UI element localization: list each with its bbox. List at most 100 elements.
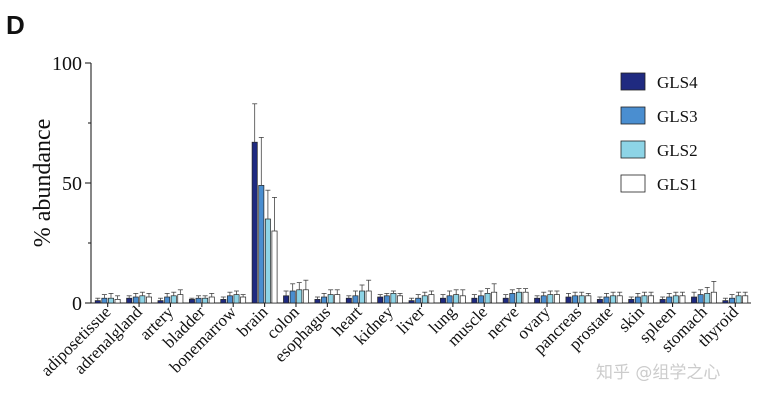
bar-gls3 [132,296,139,304]
bar-gls2 [641,295,648,304]
bar-gls2 [610,295,617,304]
x-tick-label: liver [393,302,429,338]
bar-gls2 [515,291,522,304]
bar-gls4 [126,297,133,304]
bar-gls4 [251,141,258,304]
bar-gls1 [146,296,152,304]
bar-gls4 [502,297,509,304]
legend-label-gls4: GLS4 [657,73,698,92]
bar-gls4 [596,299,603,304]
legend: GLS4 GLS3 GLS2 GLS1 [620,72,698,194]
bar-gls3 [289,290,296,304]
bar-gls4 [94,300,101,304]
bar-gls4 [722,300,729,304]
bar-gls1 [742,295,749,304]
bar-gls4 [345,297,352,304]
bar-gls2 [327,294,334,304]
plot-area: 050100adiposetissueadrenalglandarterybla… [37,53,751,380]
bar-gls1 [114,299,121,304]
bar-gls4 [220,299,227,304]
watermark: 知乎 @组学之心 [596,363,720,383]
x-tick-label: nerve [482,302,522,342]
bar-gls3 [666,296,673,304]
bar-gls2 [233,294,240,304]
bar-gls4 [628,299,635,304]
y-tick-label: 50 [62,173,82,195]
bar-gls4 [659,299,666,304]
bar-gls1 [616,295,623,304]
bar-gls3 [195,297,202,304]
bar-gls4 [314,299,321,304]
legend-label-gls3: GLS3 [657,107,698,126]
bar-gls1 [397,295,403,304]
x-tick-label: brain [233,302,271,340]
bar-gls1 [459,295,466,304]
bar-gls3 [509,293,516,304]
bar-gls3 [729,297,735,304]
bar-gls1 [334,294,341,304]
bar-gls1 [208,296,215,304]
legend-label-gls2: GLS2 [657,141,698,160]
bar-gls4 [534,297,541,304]
bar-gls1 [177,294,184,304]
bar-gls3 [164,296,171,304]
y-tick-label: 100 [52,53,82,75]
bar-gls3 [446,295,453,304]
bar-gls2 [108,297,114,304]
bar-gls3 [321,296,328,304]
bar-gls3 [478,295,484,304]
bar-gls1 [271,230,278,304]
bar-gls4 [377,296,384,304]
legend-swatch-gls2 [620,140,646,159]
bar-gls1 [491,291,498,304]
bar-gls3 [226,295,233,304]
bar-gls3 [258,185,265,304]
bar-gls3 [383,295,390,304]
bar-gls2 [672,295,679,304]
bar-gls2 [704,293,711,304]
bar-gls3 [603,296,610,304]
bar-gls1 [648,295,655,304]
bar-gls2 [296,289,303,304]
bar-gls4 [188,299,195,304]
bar-gls2 [139,295,146,304]
y-axis-label: % abundance [30,119,56,248]
bar-gls1 [522,291,529,304]
legend-swatch-gls1 [620,174,646,193]
bar-gls1 [553,294,560,304]
bar-gls4 [157,300,164,304]
bar-gls2 [390,293,397,304]
bar-gls2 [421,295,428,304]
bar-gls1 [585,295,592,304]
bar-gls3 [415,297,422,304]
bar-gls2 [202,297,209,304]
bar-gls2 [547,294,554,304]
bar-gls2 [735,295,742,304]
bar-gls1 [240,296,247,304]
bar-gls1 [302,289,309,304]
bar-gls4 [565,296,572,304]
bar-gls4 [440,297,446,304]
bar-gls4 [408,300,415,304]
bar-gls2 [453,294,460,304]
legend-swatch-gls4 [620,72,646,91]
bar-gls3 [697,294,704,304]
bar-gls4 [691,296,697,304]
bar-gls2 [484,293,491,304]
bar-gls2 [578,295,585,304]
bar-gls3 [572,295,579,304]
y-tick-label: 0 [72,293,82,315]
legend-swatch-gls3 [620,106,646,125]
bar-gls3 [634,296,641,304]
bar-gls4 [283,295,290,304]
panel-label: D [6,10,25,40]
bar-gls1 [679,295,686,304]
legend-label-gls1: GLS1 [657,175,698,194]
bar-gls3 [352,295,359,304]
bar-gls2 [170,295,177,304]
bar-gls1 [365,290,372,304]
bar-gls1 [428,294,435,304]
bar-gls1 [710,291,717,304]
bar-gls4 [471,297,478,304]
